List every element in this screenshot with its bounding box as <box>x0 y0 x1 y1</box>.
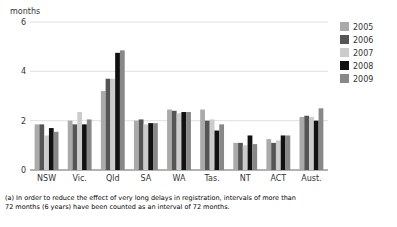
bar <box>139 119 144 170</box>
x-tick-label: Vic. <box>72 174 86 183</box>
legend-label: 2006 <box>353 36 373 45</box>
legend-label: 2007 <box>353 49 373 58</box>
bar <box>177 113 182 170</box>
bar <box>181 112 186 170</box>
legend-swatch <box>340 74 349 83</box>
legend-swatch <box>340 61 349 70</box>
x-tick-label: Tas. <box>204 174 220 183</box>
footnote-line: 72 months (6 years) have been counted as… <box>5 203 230 211</box>
grid-line <box>30 71 328 72</box>
x-tick-label: NSW <box>37 174 56 183</box>
bar <box>44 135 49 170</box>
grid-line <box>30 22 328 23</box>
bar <box>214 131 219 170</box>
bar <box>219 124 224 170</box>
bar <box>248 135 253 170</box>
bar <box>106 79 111 170</box>
bar <box>271 143 276 170</box>
y-tick-label: 2 <box>21 117 26 126</box>
bar <box>186 112 191 170</box>
bar <box>87 119 92 170</box>
legend-swatch <box>340 35 349 44</box>
bar <box>68 121 73 170</box>
bar <box>115 53 120 170</box>
bar <box>120 50 125 170</box>
bar <box>243 145 248 170</box>
bar <box>39 124 44 170</box>
bar <box>73 124 78 170</box>
bar <box>309 117 314 170</box>
chart: 0 2 4 6 months NSW Vic. Qld SA WA Tas. NT ACT Aust. 20… <box>0 0 397 227</box>
bar <box>304 116 309 170</box>
legend-swatch <box>340 48 349 57</box>
bar <box>148 123 153 170</box>
bar <box>101 91 106 170</box>
bar <box>319 108 324 170</box>
bar <box>49 128 54 170</box>
x-tick-label: WA <box>173 174 186 183</box>
bar <box>54 132 59 170</box>
x-tick-label: Qld <box>106 174 120 183</box>
bar <box>35 124 40 170</box>
bar <box>110 79 115 170</box>
legend-swatch <box>340 22 349 31</box>
bar <box>252 144 257 170</box>
y-tick-label: 6 <box>21 18 26 27</box>
bar <box>266 139 271 170</box>
bar <box>300 117 305 170</box>
bar <box>276 140 281 170</box>
y-tick-label: 4 <box>21 67 26 76</box>
x-tick-label: Aust. <box>301 174 321 183</box>
bar <box>134 121 139 170</box>
legend-label: 2008 <box>353 62 373 71</box>
footnote-line: (a) In order to reduce the effect of ver… <box>5 194 296 202</box>
bar <box>238 143 243 170</box>
x-tick-label: NT <box>240 174 251 183</box>
bar <box>281 135 286 170</box>
bar <box>82 124 87 170</box>
footnote: (a) In order to reduce the effect of ver… <box>5 194 296 211</box>
bar <box>200 110 205 170</box>
bars <box>35 50 324 170</box>
bar <box>153 123 158 170</box>
bar <box>77 112 82 170</box>
bar <box>233 143 238 170</box>
bar <box>285 135 290 170</box>
x-tick-label: SA <box>141 174 152 183</box>
bar <box>172 111 177 170</box>
y-tick-label: 0 <box>21 166 26 175</box>
bar <box>314 121 319 170</box>
bar <box>144 124 149 170</box>
y-axis-label: months <box>10 7 40 16</box>
bar <box>205 121 210 170</box>
legend-label: 2009 <box>353 75 373 84</box>
bar <box>210 119 215 170</box>
legend-label: 2005 <box>353 23 373 32</box>
bar <box>167 110 172 170</box>
x-tick-label: ACT <box>270 174 286 183</box>
